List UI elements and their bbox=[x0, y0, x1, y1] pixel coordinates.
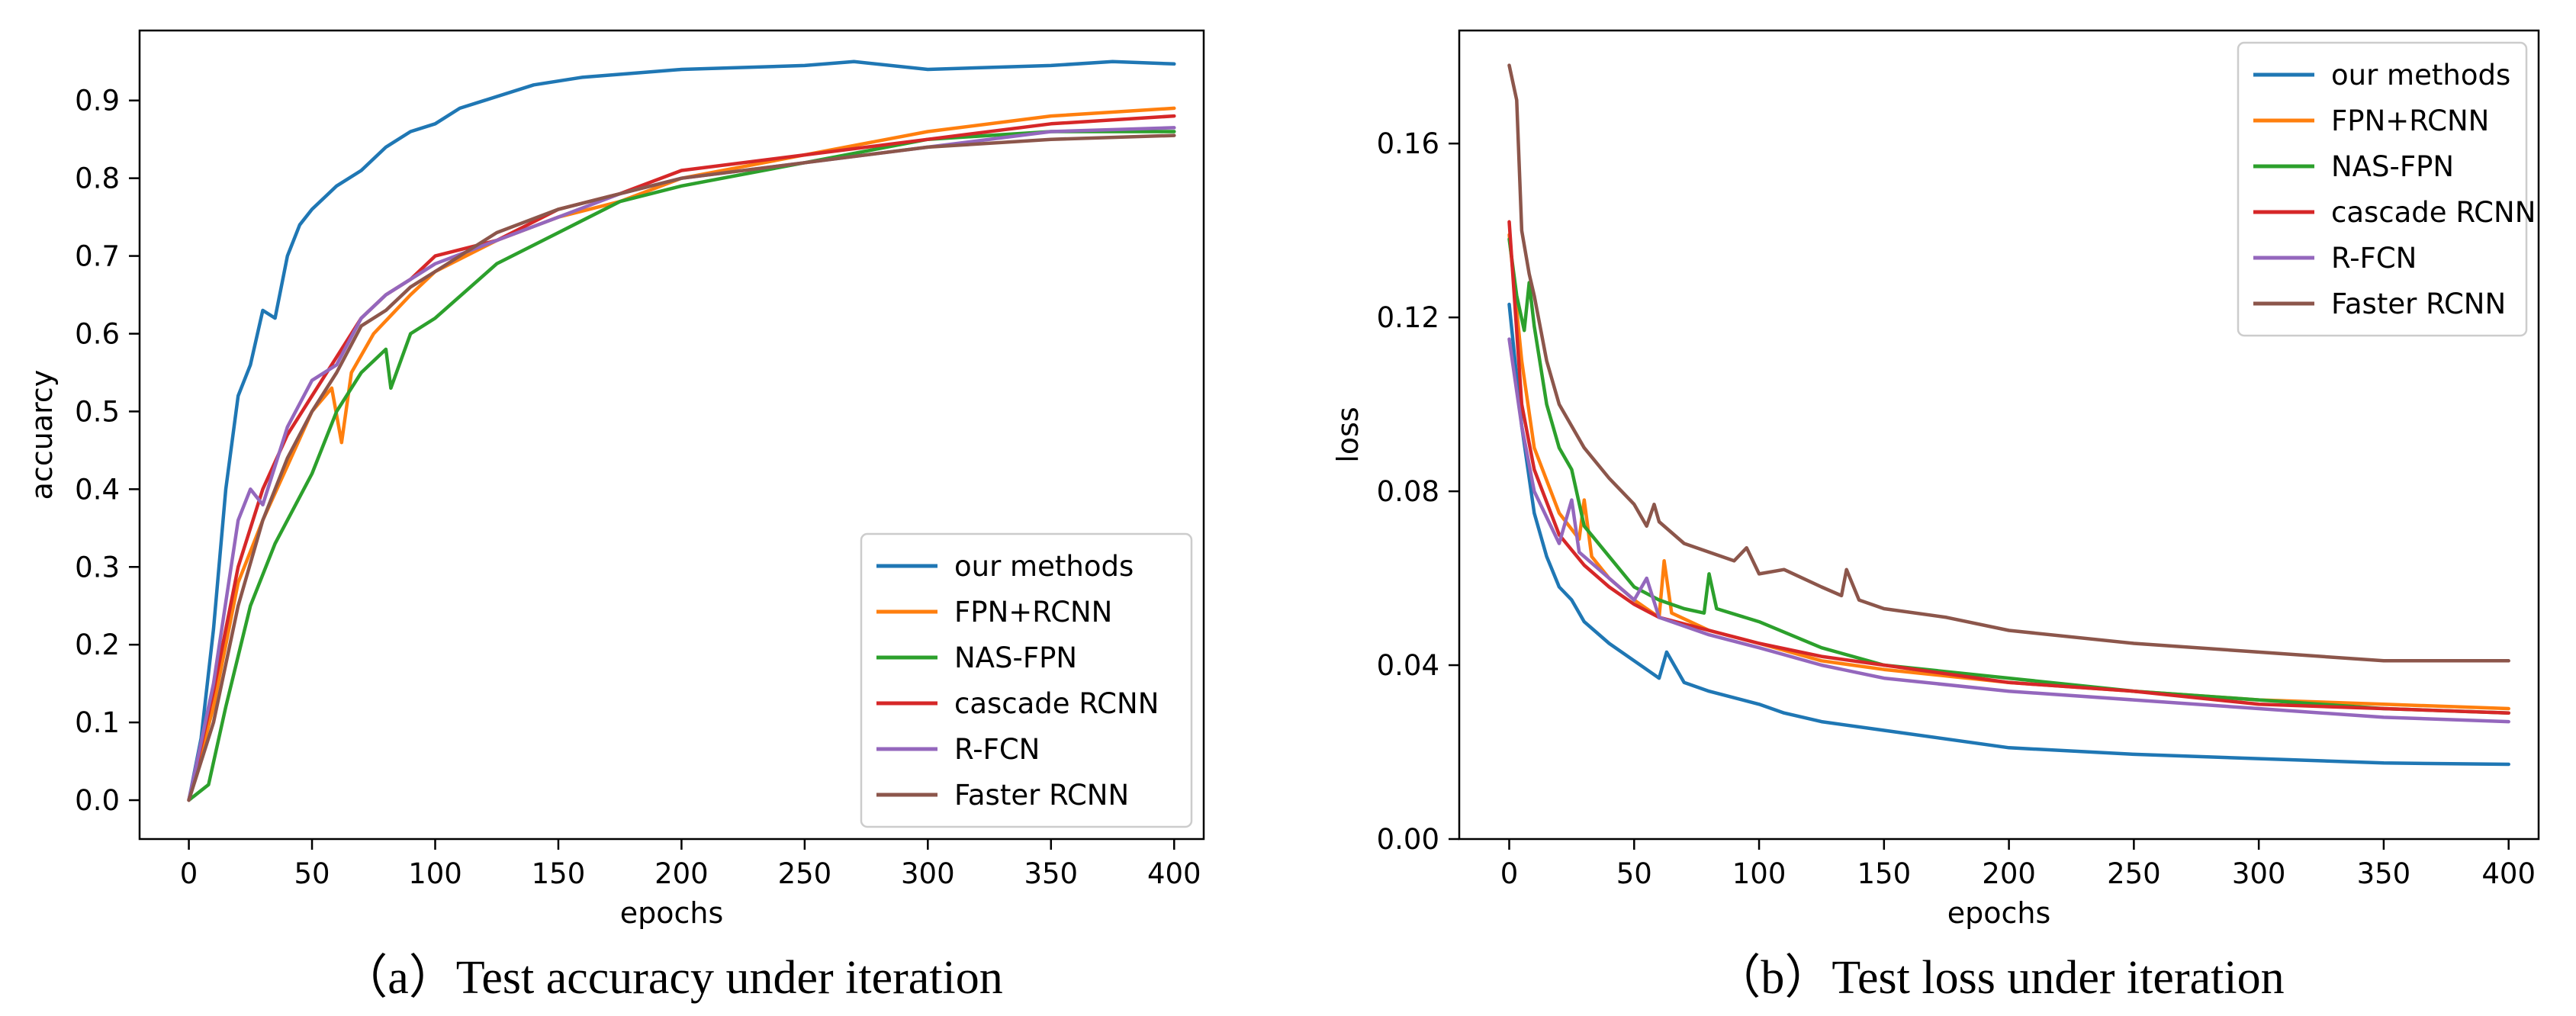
chart-loss: 0 50 100 150 200 250 300 350 400 0.00 0.04 0.08 0.12… bbox=[1331, 29, 2540, 1004]
y-axis-label: accuarcy bbox=[25, 370, 59, 500]
legend-label: Faster RCNN bbox=[2331, 288, 2506, 320]
x-tick-label: 150 bbox=[532, 857, 586, 890]
legend-label: NAS-FPN bbox=[2331, 150, 2454, 183]
legend-label: cascade RCNN bbox=[954, 687, 1159, 720]
series-group bbox=[187, 59, 1176, 802]
series-line-faster-rcnn bbox=[187, 133, 1176, 802]
y-tick-label: 0.08 bbox=[1377, 475, 1439, 508]
legend-label: R-FCN bbox=[2331, 242, 2417, 275]
series-line-our-methods bbox=[1507, 302, 2510, 767]
x-tick-label: 50 bbox=[294, 857, 330, 890]
x-tick-label: 400 bbox=[1147, 857, 1201, 890]
y-tick-label: 0.7 bbox=[75, 240, 120, 273]
y-tick-label: 0.1 bbox=[75, 706, 120, 739]
y-tick-label: 0.2 bbox=[75, 629, 120, 661]
legend-box bbox=[2237, 41, 2528, 337]
panel-caption: （b）Test loss under iteration bbox=[1713, 952, 2284, 1004]
y-tick-label: 0.12 bbox=[1377, 301, 1439, 334]
y-tick-label: 0.9 bbox=[75, 85, 120, 117]
series-line-nas-fpn bbox=[1507, 237, 2510, 715]
legend-label: our methods bbox=[2331, 59, 2510, 92]
x-axis-label: epochs bbox=[1947, 896, 2051, 930]
x-tick-label: 250 bbox=[2107, 857, 2161, 890]
panel-caption: （a）Test accuracy under iteration bbox=[340, 952, 1002, 1004]
chart-accuracy: 0 50 100 150 200 250 300 350 400 0.0 0.1 0.2 0.3 0.4 0… bbox=[25, 29, 1205, 1004]
x-tick-label: 0 bbox=[180, 857, 198, 890]
y-tick-label: 0.8 bbox=[75, 162, 120, 195]
legend-label: cascade RCNN bbox=[2331, 196, 2536, 229]
plot-frame bbox=[1458, 29, 2540, 841]
legend-label: FPN+RCNN bbox=[2331, 104, 2489, 137]
x-tick-label: 100 bbox=[408, 857, 462, 890]
x-axis-label: epochs bbox=[620, 896, 724, 930]
series-line-our-methods bbox=[187, 59, 1176, 802]
legend-label: Faster RCNN bbox=[954, 779, 1129, 812]
legend-label: FPN+RCNN bbox=[954, 596, 1112, 629]
series-line-faster-rcnn bbox=[1507, 63, 2510, 663]
y-tick-label: 0.4 bbox=[75, 473, 120, 506]
y-axis-label: loss bbox=[1331, 407, 1365, 462]
x-tick-label: 50 bbox=[1616, 857, 1652, 890]
x-tick-label: 100 bbox=[1732, 857, 1786, 890]
x-tick-label: 0 bbox=[1500, 857, 1519, 890]
y-tick-label: 0.3 bbox=[75, 551, 120, 584]
x-tick-label: 200 bbox=[1982, 857, 2036, 890]
legend-box bbox=[860, 532, 1193, 828]
x-tick-label: 300 bbox=[901, 857, 955, 890]
plot-frame bbox=[138, 29, 1205, 841]
series-line-r-fcn bbox=[1507, 337, 2510, 724]
legend-label: NAS-FPN bbox=[954, 641, 1077, 674]
y-tick-label: 0.00 bbox=[1377, 823, 1439, 856]
legend: our methods FPN+RCNN NAS-FPN cascade RCNN R-… bbox=[860, 532, 1193, 828]
x-tick-label: 350 bbox=[2357, 857, 2411, 890]
y-tick-label: 0.5 bbox=[75, 395, 120, 428]
y-tick-label: 0.6 bbox=[75, 318, 120, 351]
series-line-cascade-rcnn bbox=[1507, 220, 2510, 715]
legend-label: R-FCN bbox=[954, 733, 1040, 766]
x-tick-label: 200 bbox=[654, 857, 709, 890]
y-tick-label: 0.04 bbox=[1377, 649, 1439, 682]
x-tick-label: 250 bbox=[778, 857, 832, 890]
series-group bbox=[1507, 63, 2510, 767]
x-tick-label: 150 bbox=[1857, 857, 1912, 890]
x-tick-label: 350 bbox=[1024, 857, 1078, 890]
y-tick-label: 0.16 bbox=[1377, 127, 1439, 160]
y-tick-label: 0.0 bbox=[75, 784, 120, 817]
x-tick-label: 400 bbox=[2481, 857, 2536, 890]
legend: our methods FPN+RCNN NAS-FPN cascade RCNN R-… bbox=[2237, 41, 2536, 337]
legend-label: our methods bbox=[954, 550, 1134, 583]
x-tick-label: 300 bbox=[2232, 857, 2286, 890]
